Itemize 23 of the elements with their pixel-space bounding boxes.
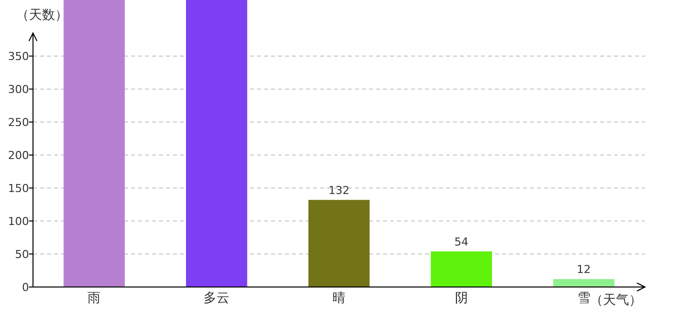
bar <box>430 251 492 287</box>
x-tick-label: 晴 <box>332 291 346 306</box>
bar <box>308 200 370 287</box>
data-label: 132 <box>328 184 350 197</box>
x-tick-label: 多云 <box>204 291 230 306</box>
x-axis-title: （天气） <box>590 293 642 308</box>
y-tick-label: 300 <box>8 83 29 96</box>
x-tick-label: 雪 <box>577 291 590 306</box>
bar <box>186 0 248 287</box>
y-tick-label: 200 <box>8 149 29 162</box>
y-tick-label: 350 <box>8 50 29 64</box>
bar <box>64 0 125 287</box>
data-label: 12 <box>576 263 591 276</box>
y-tick-label: 100 <box>8 215 29 228</box>
bar <box>553 279 614 287</box>
y-tick-label: 150 <box>8 182 29 196</box>
x-tick-label: 雨 <box>88 291 101 306</box>
x-tick-label: 阴 <box>454 291 468 306</box>
y-tick-label: 250 <box>8 116 29 130</box>
y-axis-title: （天数） <box>16 8 68 23</box>
y-tick-label: 50 <box>15 248 29 262</box>
data-label: 54 <box>454 235 468 248</box>
y-tick-label: 0 <box>22 281 29 294</box>
